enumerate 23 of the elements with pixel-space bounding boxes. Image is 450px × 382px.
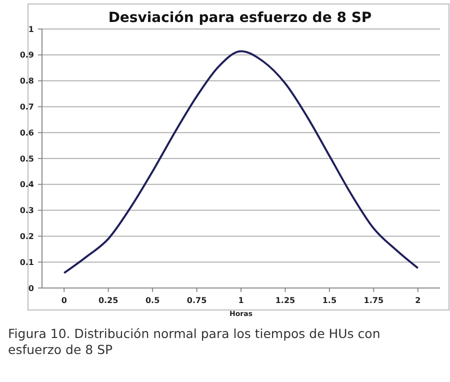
- x-tick-label: 0.25: [98, 296, 119, 305]
- chart-title: Desviación para esfuerzo de 8 SP: [108, 10, 372, 26]
- x-tick-label: 1.25: [275, 296, 296, 305]
- x-tick-label: 0.75: [186, 296, 208, 305]
- y-tick-label: 0.3: [20, 206, 34, 216]
- x-tick-label: 1.5: [322, 296, 337, 305]
- y-tick-label: 0.1: [20, 258, 34, 267]
- line-series: [63, 50, 419, 274]
- x-tick-label: 1: [238, 296, 244, 305]
- y-tick-label: 1: [28, 24, 34, 34]
- x-tick-label: 1.75: [364, 296, 384, 305]
- y-tick-label: 0.2: [20, 232, 34, 241]
- y-tick-label: 0.5: [20, 154, 34, 164]
- y-tick-label: 0.8: [20, 76, 34, 86]
- text: Figura 10. Distribución normal para los tiempos de HUs con esfuerzo de 8 SP: [8, 326, 380, 357]
- x-tick-label: 2: [415, 296, 421, 305]
- y-tick-label: 0.7: [20, 102, 34, 112]
- y-tick-label: 0: [28, 284, 34, 293]
- x-tick-label: 0.5: [145, 296, 160, 305]
- x-tick-label: 0: [61, 296, 68, 305]
- y-tick-label: 0.6: [20, 128, 34, 138]
- y-tick-label: 0.4: [20, 180, 34, 190]
- y-tick-label: 0.9: [20, 50, 34, 60]
